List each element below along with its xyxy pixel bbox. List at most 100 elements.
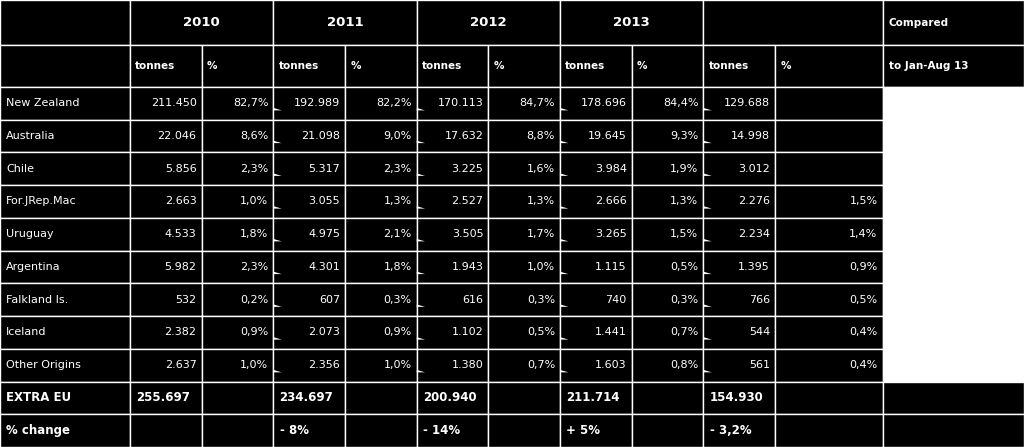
Text: 1,3%: 1,3% <box>671 196 698 207</box>
Text: EXTRA EU: EXTRA EU <box>6 392 72 405</box>
Bar <box>130 414 202 447</box>
Bar <box>417 316 488 349</box>
Text: Argentina: Argentina <box>6 262 60 272</box>
Bar <box>560 87 632 119</box>
Text: 2010: 2010 <box>183 16 220 29</box>
Bar <box>488 414 560 447</box>
Bar <box>202 152 273 185</box>
Bar <box>560 119 632 152</box>
Bar <box>560 250 632 283</box>
Text: 0,5%: 0,5% <box>527 327 555 337</box>
Bar <box>560 185 632 218</box>
Bar <box>345 185 417 218</box>
Text: 0,5%: 0,5% <box>850 295 878 305</box>
Bar <box>273 218 345 250</box>
Bar <box>560 0 703 46</box>
Polygon shape <box>560 173 568 176</box>
Text: 2,3%: 2,3% <box>383 164 412 174</box>
Polygon shape <box>417 272 425 274</box>
Text: 3.265: 3.265 <box>595 229 627 239</box>
Bar <box>273 316 345 349</box>
Text: 178.696: 178.696 <box>581 98 627 108</box>
Text: tonnes: tonnes <box>565 61 605 71</box>
Polygon shape <box>703 206 712 209</box>
Text: tonnes: tonnes <box>279 61 318 71</box>
Text: 0,9%: 0,9% <box>240 327 268 337</box>
Text: 2.637: 2.637 <box>165 360 197 370</box>
Bar <box>775 381 883 414</box>
Bar <box>345 349 417 381</box>
Bar <box>632 414 703 447</box>
Text: 2.276: 2.276 <box>738 196 770 207</box>
Bar <box>703 119 775 152</box>
Bar <box>632 349 703 381</box>
Bar <box>632 119 703 152</box>
Text: 1,3%: 1,3% <box>384 196 412 207</box>
Bar <box>273 283 345 316</box>
Text: - 8%: - 8% <box>280 424 308 437</box>
Text: 8,8%: 8,8% <box>526 131 555 141</box>
Bar <box>130 152 202 185</box>
Bar <box>883 250 1024 283</box>
Bar <box>130 119 202 152</box>
Polygon shape <box>560 108 568 110</box>
Bar <box>703 316 775 349</box>
Bar <box>632 381 703 414</box>
Text: 19.645: 19.645 <box>588 131 627 141</box>
Bar <box>560 381 632 414</box>
Text: 3.225: 3.225 <box>452 164 483 174</box>
Bar <box>883 381 1024 414</box>
Text: 1,5%: 1,5% <box>850 196 878 207</box>
Bar <box>345 152 417 185</box>
Bar <box>0 349 130 381</box>
Text: Chile: Chile <box>6 164 34 174</box>
Bar <box>0 119 130 152</box>
Text: 1,4%: 1,4% <box>849 229 878 239</box>
Bar <box>130 218 202 250</box>
Bar <box>703 283 775 316</box>
Polygon shape <box>273 108 282 110</box>
Bar <box>345 283 417 316</box>
Bar <box>0 152 130 185</box>
Bar <box>883 152 1024 185</box>
Text: 170.113: 170.113 <box>437 98 483 108</box>
Bar <box>417 250 488 283</box>
Text: 616: 616 <box>462 295 483 305</box>
Text: Iceland: Iceland <box>6 327 47 337</box>
Text: 1,0%: 1,0% <box>384 360 412 370</box>
Bar <box>273 87 345 119</box>
Bar <box>632 46 703 87</box>
Bar <box>0 46 130 87</box>
Text: 1,8%: 1,8% <box>383 262 412 272</box>
Polygon shape <box>273 272 282 274</box>
Text: to Jan-Aug 13: to Jan-Aug 13 <box>889 61 969 71</box>
Text: 0,9%: 0,9% <box>849 262 878 272</box>
Bar <box>273 414 345 447</box>
Text: 17.632: 17.632 <box>444 131 483 141</box>
Bar <box>0 218 130 250</box>
Bar <box>417 46 488 87</box>
Polygon shape <box>417 337 425 340</box>
Bar <box>273 119 345 152</box>
Text: 84,4%: 84,4% <box>663 98 698 108</box>
Bar <box>883 87 1024 119</box>
Text: 3.984: 3.984 <box>595 164 627 174</box>
Text: 82,7%: 82,7% <box>232 98 268 108</box>
Bar <box>273 185 345 218</box>
Text: 22.046: 22.046 <box>158 131 197 141</box>
Bar <box>488 283 560 316</box>
Polygon shape <box>417 141 425 143</box>
Bar <box>883 0 1024 46</box>
Polygon shape <box>560 239 568 241</box>
Polygon shape <box>703 173 712 176</box>
Polygon shape <box>560 370 568 372</box>
Text: 1.380: 1.380 <box>452 360 483 370</box>
Bar <box>775 414 883 447</box>
Text: Falkland Is.: Falkland Is. <box>6 295 69 305</box>
Text: 740: 740 <box>605 295 627 305</box>
Polygon shape <box>703 304 712 307</box>
Text: 1,0%: 1,0% <box>241 196 268 207</box>
Polygon shape <box>560 337 568 340</box>
Text: % change: % change <box>6 424 70 437</box>
Bar <box>130 349 202 381</box>
